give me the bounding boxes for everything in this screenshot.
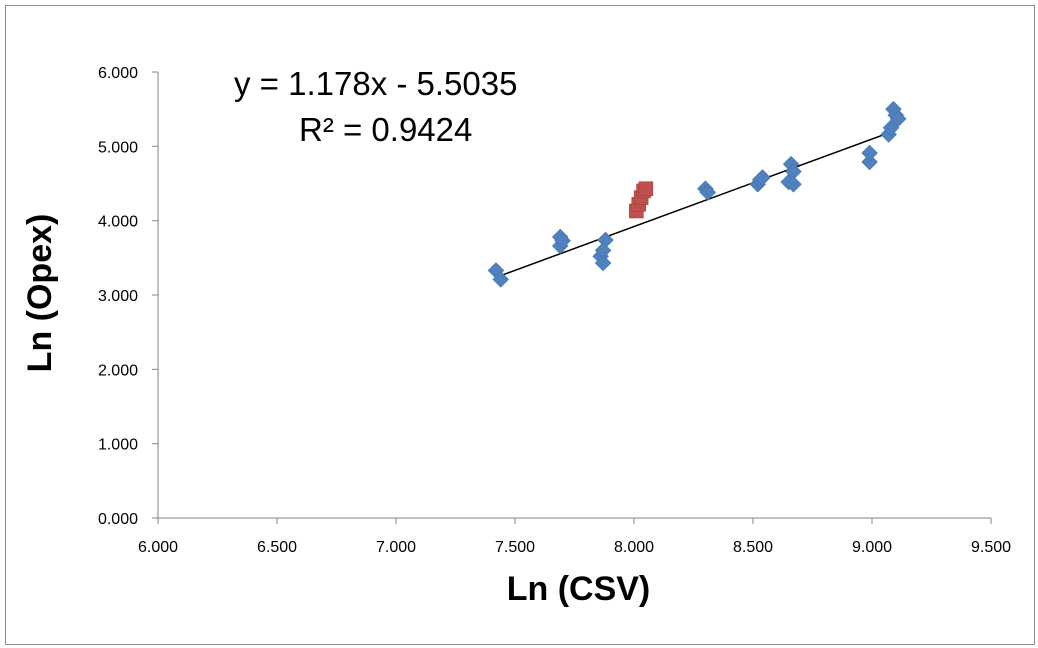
- data-point-diamond: [754, 169, 771, 186]
- data-point-diamond: [554, 232, 571, 250]
- scatter-chart: 6.000 6.500 7.000 7.500 8.000 8.500 9.000 9.500…: [21, 65, 1011, 608]
- data-point-diamond: [861, 144, 878, 162]
- chart-area: 6.000 6.500 7.000 7.500 8.000 8.500 9.000 9.500…: [5, 5, 1035, 645]
- y-tick-label: 3.000: [98, 288, 138, 305]
- y-tick-labels: 0.000 1.000 2.000 3.000 4.000 5.000 6.000: [98, 65, 158, 528]
- x-tick-label: 6.000: [138, 539, 178, 556]
- y-tick-label: 5.000: [98, 139, 138, 156]
- x-tick-label: 9.500: [971, 539, 1011, 556]
- data-point-diamond: [492, 271, 510, 288]
- y-tick-label: 4.000: [98, 214, 138, 231]
- y-tick-label: 6.000: [98, 65, 138, 82]
- y-tick-label: 1.000: [98, 437, 138, 454]
- y-axis-title: Ln (Opex): [21, 214, 59, 373]
- data-point-diamond: [785, 175, 802, 193]
- x-tick-label: 6.500: [257, 539, 297, 556]
- x-tick-label: 9.000: [852, 539, 892, 556]
- x-tick-label: 7.500: [495, 539, 535, 556]
- data-point-diamond: [889, 110, 907, 128]
- data-point-diamond: [594, 242, 612, 259]
- x-tick-label: 7.000: [376, 539, 416, 556]
- x-tick-label: 8.500: [733, 539, 773, 556]
- data-point-diamond: [861, 153, 878, 171]
- trendline-r-squared: R² = 0.9424: [299, 111, 472, 148]
- trendline-equation: y = 1.178x - 5.5035: [234, 65, 517, 102]
- axes: [157, 72, 991, 519]
- y-tick-label: 0.000: [98, 511, 138, 528]
- trendline: [495, 129, 897, 279]
- data-point-diamond: [699, 184, 717, 201]
- x-tick-label: 8.000: [614, 539, 654, 556]
- x-axis-title: Ln (CSV): [507, 570, 651, 608]
- data-point-square: [638, 181, 654, 196]
- trendline-group: [495, 129, 897, 279]
- data-point-diamond: [594, 254, 612, 272]
- x-tick-labels: 6.000 6.500 7.000 7.500 8.000 8.500 9.000 9.500: [138, 518, 1011, 556]
- y-tick-label: 2.000: [98, 362, 138, 379]
- data-points: [487, 100, 907, 288]
